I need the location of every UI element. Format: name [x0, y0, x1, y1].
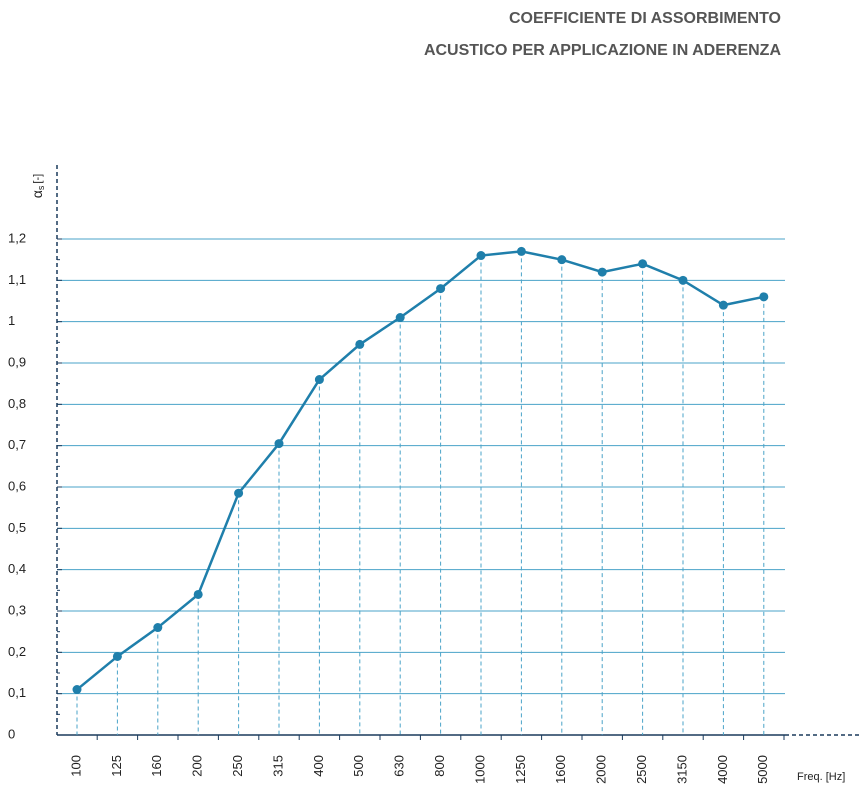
y-symbol: α	[29, 190, 45, 198]
y-tick-label: 0,2	[8, 644, 26, 659]
x-tick-label: 200	[190, 755, 205, 777]
x-tick-label: 5000	[755, 755, 770, 784]
x-tick-label: 315	[270, 755, 285, 777]
x-tick-label: 2000	[594, 755, 609, 784]
x-tick-label: 400	[311, 755, 326, 777]
series-line	[76, 250, 765, 691]
point	[476, 251, 486, 261]
point	[112, 651, 122, 661]
point	[153, 623, 163, 633]
point	[678, 275, 688, 285]
y-tick-label: 0,5	[8, 520, 26, 535]
y-axis-label: αs[-]	[29, 174, 47, 198]
point	[597, 267, 607, 277]
x-tick-label: 630	[392, 755, 407, 777]
point	[193, 589, 203, 599]
y-tick-label: 0,6	[8, 478, 26, 493]
point	[274, 439, 284, 449]
point	[557, 255, 567, 265]
point	[759, 292, 769, 302]
y-tick-label: 0,1	[8, 685, 26, 700]
y-tick-label: 0,4	[8, 561, 26, 576]
x-tick-label: 4000	[715, 755, 730, 784]
x-tick-label: 250	[230, 755, 245, 777]
x-tick-label: 1250	[513, 755, 528, 784]
point	[395, 313, 405, 323]
point	[314, 375, 324, 385]
y-unit: [-]	[32, 174, 44, 184]
x-tick-label: 1000	[472, 755, 487, 784]
y-tick-label: 0,8	[8, 396, 26, 411]
x-tick-label: 125	[109, 755, 124, 777]
y-tick-label: 0,9	[8, 354, 26, 369]
x-tick-label: 500	[351, 755, 366, 777]
y-tick-label: 0,3	[8, 602, 26, 617]
point	[638, 259, 648, 269]
x-tick-label: 800	[432, 755, 447, 777]
y-tick-label: 0	[8, 726, 15, 741]
point	[72, 685, 82, 695]
point	[234, 488, 244, 498]
y-tick-label: 1,2	[8, 230, 26, 245]
chart-title: ACUSTICO PER APPLICAZIONE IN ADERENZA	[424, 42, 782, 59]
x-tick-label: 160	[149, 755, 164, 777]
point	[718, 300, 728, 310]
point	[355, 339, 365, 349]
x-tick-label: 2500	[634, 755, 649, 784]
x-tick-label: 1600	[553, 755, 568, 784]
y-subscript: s	[36, 185, 46, 190]
point	[436, 284, 446, 294]
y-tick-label: 0,7	[8, 437, 26, 452]
chart-title: COEFFICIENTE DI ASSORBIMENTO	[509, 10, 781, 27]
y-tick-label: 1,1	[8, 272, 26, 287]
x-tick-label: 3150	[674, 755, 689, 784]
y-tick-label: 1	[8, 313, 15, 328]
point	[516, 246, 526, 256]
x-axis-label: Freq. [Hz]	[797, 771, 845, 783]
x-tick-label: 100	[68, 755, 83, 777]
